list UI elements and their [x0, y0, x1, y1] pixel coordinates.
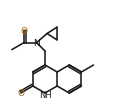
- Text: NH: NH: [39, 90, 51, 99]
- Text: O: O: [20, 26, 28, 35]
- Text: N: N: [33, 39, 40, 48]
- Text: O: O: [17, 89, 24, 98]
